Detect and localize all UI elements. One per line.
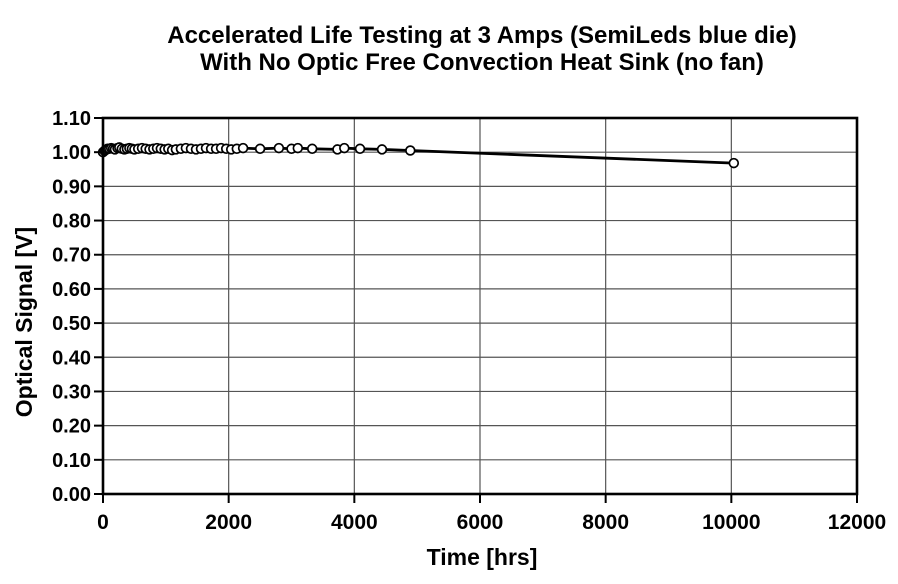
data-point-marker [273, 142, 285, 154]
y-tick-label: 0.90 [52, 176, 91, 198]
chart-title-line-2: With No Optic Free Convection Heat Sink … [200, 49, 764, 76]
data-point-marker [354, 143, 366, 155]
x-tick-label: 0 [97, 511, 109, 534]
data-point-marker [405, 145, 416, 156]
data-point-marker [254, 143, 266, 155]
data-point-marker [292, 142, 304, 154]
data-series-layer [97, 142, 740, 169]
x-tick-label: 2000 [205, 511, 252, 534]
axis-layer: 0 2000 4000 6000 8000 10000 12000 0.00 0.10 0.20 0… [52, 108, 886, 534]
x-tick-label: 8000 [582, 511, 629, 534]
y-tick-label: 0.80 [52, 211, 91, 233]
x-tick-label: 6000 [457, 511, 504, 534]
grid-layer [103, 118, 857, 494]
y-tick-label: 0.50 [52, 313, 91, 335]
y-tick-label: 1.00 [52, 142, 91, 164]
y-tick-label: 0.20 [52, 416, 91, 438]
data-point-marker [376, 144, 388, 155]
x-tick-label: 12000 [828, 511, 886, 534]
y-tick-label: 0.60 [52, 279, 91, 301]
x-tick-label: 4000 [331, 511, 378, 534]
y-tick-label: 0.10 [52, 450, 91, 472]
data-point-marker [237, 142, 249, 154]
x-axis-title: Time [hrs] [427, 544, 538, 570]
y-tick-label: 0.30 [52, 381, 91, 403]
data-point-marker [339, 142, 350, 154]
y-tick-label: 0.40 [52, 347, 91, 369]
data-point-marker [728, 157, 740, 169]
data-point-marker [306, 143, 318, 155]
chart-title-line-1: Accelerated Life Testing at 3 Amps (Semi… [167, 22, 797, 49]
x-tick-label: 10000 [702, 511, 760, 534]
y-axis-title: Optical Signal [V] [11, 227, 37, 417]
y-tick-label: 0.00 [52, 484, 91, 506]
y-tick-label: 0.70 [52, 245, 91, 267]
y-tick-label: 1.10 [52, 108, 91, 130]
